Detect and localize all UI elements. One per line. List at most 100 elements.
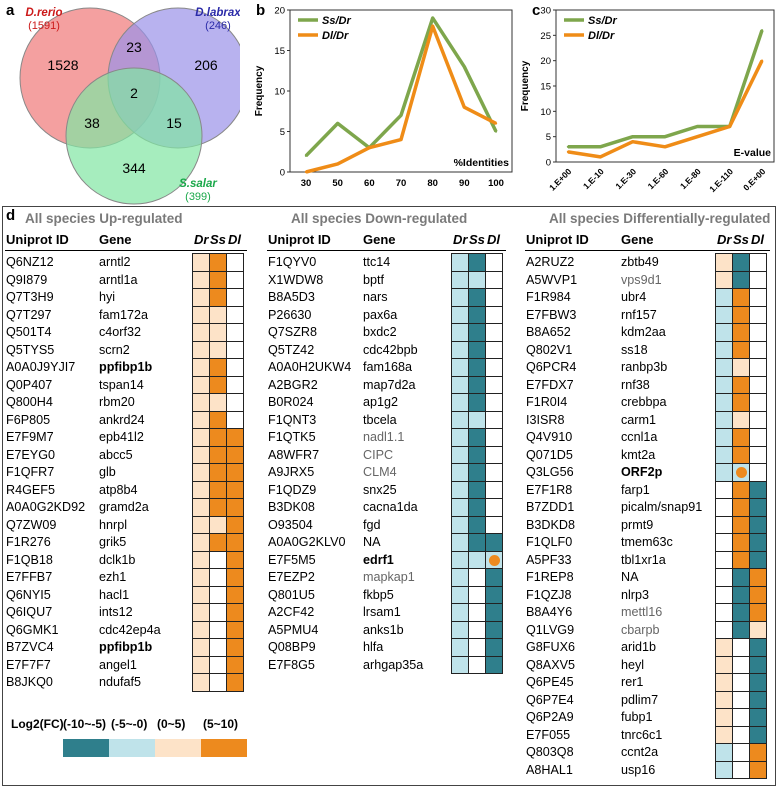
gene-name: ccnt2a xyxy=(621,745,659,759)
table-row: A5PF33 tbl1xr1a xyxy=(526,550,774,569)
uniprot-id: Q3LG56 xyxy=(526,465,574,479)
gene-name: tbcela xyxy=(363,412,397,427)
fold-change-cell-dr xyxy=(451,498,469,517)
fold-change-cell-dl xyxy=(226,568,244,587)
data-point xyxy=(663,145,667,148)
fold-change-cell-dl xyxy=(226,480,244,499)
table-row: B3DKD8 prmt9 xyxy=(526,515,774,534)
fold-change-cell-dl xyxy=(485,585,503,604)
gene-name: nars xyxy=(363,290,388,304)
table-row: Q800H4 rbm20 xyxy=(6,393,251,412)
fold-change-cell-dr xyxy=(715,393,733,412)
uniprot-id: Q6P2A9 xyxy=(526,710,574,724)
fold-change-cell-dl xyxy=(749,480,767,499)
fold-change-cell-ss xyxy=(732,463,750,482)
uniprot-id: E7F055 xyxy=(526,727,571,742)
uniprot-id: F1QTK5 xyxy=(268,430,316,444)
uniprot-id: E7FDX7 xyxy=(526,377,574,392)
uniprot-id: B8A652 xyxy=(526,325,571,339)
fold-change-cell-ss xyxy=(209,340,227,359)
x-tick-label: 50 xyxy=(332,178,343,189)
legend-range-label: (-10~-5) xyxy=(63,717,107,731)
series-line-1 xyxy=(567,59,764,159)
table-row: X1WDW8 bptf xyxy=(268,270,510,289)
uniprot-id: Q4V910 xyxy=(526,430,573,444)
fold-change-cell-ss xyxy=(732,515,750,534)
table-row: Q8AXV5 heyl xyxy=(526,655,774,674)
fold-change-cell-dr xyxy=(192,603,210,622)
gene-name: dclk1b xyxy=(99,552,136,567)
uniprot-id: E7F9M7 xyxy=(6,430,54,444)
fold-change-cell-dl xyxy=(485,375,503,394)
x-axis-label: %Identities xyxy=(454,157,510,169)
fold-change-cell-ss xyxy=(732,673,750,692)
table-row: B8JKQ0 ndufaf5 xyxy=(6,673,251,692)
fold-change-cell-ss xyxy=(732,638,750,657)
x-tick-label: 1.E-60 xyxy=(646,166,671,191)
data-point xyxy=(431,16,434,20)
fold-change-cell-dl xyxy=(749,585,767,604)
gene-name: ezh1 xyxy=(99,570,127,584)
fold-change-cell-ss xyxy=(732,445,750,464)
gene-name: fgd xyxy=(363,517,381,532)
column-header-uniprot: Uniprot ID xyxy=(268,232,331,247)
table-row: A2CF42 lrsam1 xyxy=(268,603,510,622)
highlight-dot-icon xyxy=(736,467,747,478)
y-tick-label: 20 xyxy=(274,6,285,17)
table-row: F1QB18 dclk1b xyxy=(6,550,251,569)
data-point xyxy=(696,135,699,138)
table-row: A5PMU4 anks1b xyxy=(268,620,510,639)
gene-name: hlfa xyxy=(363,640,384,654)
data-point xyxy=(336,162,339,166)
uniprot-id: B7ZVC4 xyxy=(6,640,54,654)
y-tick-label: 25 xyxy=(540,31,551,42)
gene-name: CIPC xyxy=(363,447,394,462)
fold-change-cell-ss xyxy=(468,375,486,394)
fold-change-cell-dl xyxy=(226,288,244,307)
data-point xyxy=(368,146,371,149)
fold-change-cell-dl xyxy=(485,358,503,377)
gene-name: ap1g2 xyxy=(363,395,399,409)
gene-name: hyi xyxy=(99,290,116,304)
fold-change-cell-dr xyxy=(715,480,733,499)
gene-name: scrn2 xyxy=(99,342,130,357)
y-axis-label: Frequency xyxy=(254,65,265,116)
data-point xyxy=(566,150,570,154)
fold-change-cell-ss xyxy=(209,358,227,377)
fold-change-cell-dl xyxy=(226,603,244,622)
uniprot-id: Q800H4 xyxy=(6,395,53,409)
fold-change-cell-ss xyxy=(468,568,486,587)
fold-change-cell-dr xyxy=(715,708,733,727)
gene-name: atp8b4 xyxy=(99,482,138,497)
fold-change-cell-dr xyxy=(192,428,210,447)
table-row: F1QLF0 tmem63c xyxy=(526,533,774,552)
uniprot-id: F1QFR7 xyxy=(6,465,55,479)
fold-change-cell-dl xyxy=(485,620,503,639)
table-row: Q6NYI5 hacl1 xyxy=(6,585,251,604)
fold-change-cell-dr xyxy=(715,358,733,377)
fold-change-cell-dl xyxy=(226,463,244,482)
table-title: All species Down-regulated xyxy=(291,211,468,226)
data-point xyxy=(431,25,434,28)
identity-line-chart: 0 5 10 15 20 30 50 60 70 80 90 100 Ss/Dr Dl/Dr %Identi… xyxy=(254,6,513,189)
gene-name: nadl1.1 xyxy=(363,430,405,444)
table-row: E7FBW3 rnf157 xyxy=(526,305,774,324)
table-row: E7F055 tnrc6c1 xyxy=(526,725,774,744)
gene-name: ranbp3b xyxy=(621,360,668,374)
x-tick-label: 1.E-30 xyxy=(613,166,638,191)
fold-change-cell-dr xyxy=(451,323,469,342)
column-header-dr: Dr xyxy=(194,232,209,247)
fold-change-cell-dl xyxy=(749,445,767,464)
fold-change-cell-dr xyxy=(451,428,469,447)
fold-change-cell-dr xyxy=(451,375,469,394)
table-row: Q501T4 c4orf32 xyxy=(6,323,251,342)
gene-name: fubp1 xyxy=(621,710,653,724)
fold-change-cell-dl xyxy=(485,305,503,324)
fold-change-cell-dr xyxy=(715,673,733,692)
table-row: Q0P407 tspan14 xyxy=(6,375,251,394)
fold-change-cell-dr xyxy=(715,585,733,604)
fold-change-cell-ss xyxy=(468,620,486,639)
venn-set-name-labrax: D.labrax xyxy=(195,7,240,19)
venn-region-rerio-salar: 38 xyxy=(84,115,100,131)
fold-change-cell-dr xyxy=(192,515,210,534)
